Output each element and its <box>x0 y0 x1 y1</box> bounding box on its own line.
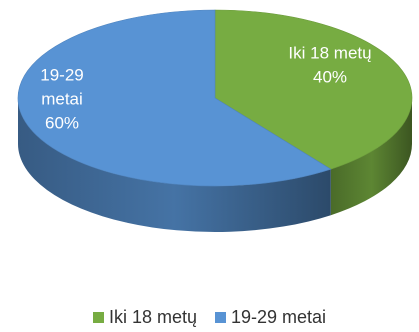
legend-item-19-29: 19-29 metai <box>214 306 327 328</box>
pie-slice-under-18 <box>214 9 413 170</box>
pie-side-under-18 <box>330 98 412 216</box>
data-label-19-29-line-2: metai <box>41 89 83 108</box>
legend-item-under-18: Iki 18 metų <box>92 306 197 328</box>
pie-slice-19-29 <box>17 9 332 187</box>
legend-swatch-19-29 <box>214 311 226 323</box>
legend: Iki 18 metų 19-29 metai <box>0 306 419 328</box>
data-label-under-18-line-1: Iki 18 metų <box>288 43 371 62</box>
legend-label-under-18: Iki 18 metų <box>108 307 197 327</box>
legend-swatch-under-18 <box>92 311 104 323</box>
data-label-under-18-line-2: 40% <box>313 67 347 86</box>
pie-side-19-29 <box>18 98 331 232</box>
data-label-19-29-line-1: 19-29 <box>40 65 83 84</box>
data-label-19-29-line-3: 60% <box>45 113 79 132</box>
legend-label-19-29: 19-29 metai <box>230 307 327 327</box>
